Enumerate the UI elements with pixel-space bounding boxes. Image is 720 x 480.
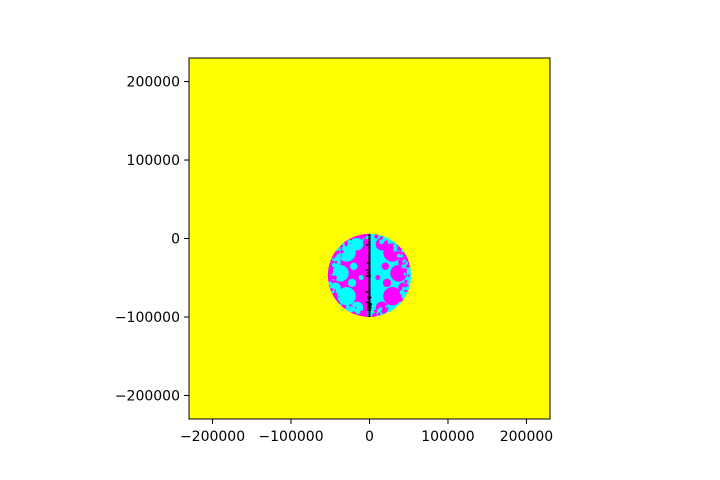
disc-region — [358, 274, 364, 280]
disc-region — [340, 244, 343, 248]
x-tick-label: 0 — [365, 429, 374, 445]
disc-region — [328, 271, 332, 275]
disc-region — [407, 274, 410, 277]
y-tick-label: 0 — [171, 232, 180, 248]
disc-region — [338, 297, 341, 300]
disc-region — [347, 278, 357, 288]
disc-region — [327, 273, 331, 277]
disc-region — [349, 262, 358, 270]
disc-region — [367, 296, 372, 299]
disc-region — [361, 239, 364, 242]
disc-region — [331, 263, 336, 267]
disc-region — [343, 247, 347, 251]
disc-region — [379, 307, 383, 311]
disc-region — [358, 236, 361, 239]
disc-region — [405, 276, 407, 279]
x-tick-label: −100000 — [258, 429, 323, 445]
disc-region — [365, 301, 371, 303]
disc-region — [367, 303, 373, 305]
disc-region — [385, 305, 388, 308]
x-tick-label: −200000 — [180, 429, 245, 445]
disc-region — [401, 283, 406, 287]
fractal-disc — [327, 233, 412, 317]
disc-region — [332, 278, 335, 281]
disc-region — [396, 296, 398, 299]
disc-region — [366, 271, 370, 274]
disc-region — [405, 286, 410, 291]
disc-region — [397, 300, 400, 303]
disc-region — [328, 281, 332, 286]
disc-region — [350, 301, 364, 315]
disc-region — [403, 272, 407, 276]
disc-region — [349, 306, 354, 311]
disc-region — [366, 269, 369, 271]
disc-region — [393, 249, 397, 252]
disc-region — [367, 316, 371, 317]
disc-region — [404, 279, 408, 284]
y-tick-label: −200000 — [115, 388, 180, 404]
y-axis: −200000 −100000 0 100000 200000 — [115, 75, 189, 404]
disc-region — [396, 253, 401, 258]
disc-region — [346, 304, 350, 308]
disc-region — [364, 233, 369, 237]
disc-region — [367, 297, 371, 300]
disc-region — [401, 264, 406, 269]
disc-region — [399, 290, 405, 295]
disc-region — [382, 278, 392, 288]
disc-region — [380, 240, 383, 243]
disc-region — [365, 291, 369, 293]
disc-region — [360, 310, 364, 314]
disc-region — [366, 309, 372, 311]
disc-region — [366, 244, 369, 246]
disc-region — [393, 300, 398, 305]
disc-region — [405, 268, 408, 271]
disc-region — [367, 305, 372, 307]
x-tick-label: 100000 — [421, 429, 474, 445]
disc-region — [353, 236, 355, 239]
disc-region — [339, 303, 342, 306]
disc-region — [340, 249, 344, 254]
x-axis: −200000 −100000 0 100000 200000 — [180, 419, 553, 445]
y-tick-label: 100000 — [127, 153, 180, 169]
y-tick-label: −100000 — [115, 310, 180, 326]
disc-region — [374, 234, 379, 239]
disc-region — [344, 243, 348, 247]
plot-area — [189, 58, 550, 419]
disc-region — [390, 264, 407, 282]
disc-region — [383, 243, 402, 262]
disc-region — [347, 239, 352, 244]
disc-region — [360, 237, 362, 239]
disc-region — [362, 235, 366, 239]
x-tick-label: 200000 — [500, 429, 553, 445]
disc-region — [339, 254, 342, 256]
disc-region — [366, 262, 370, 264]
disc-region — [329, 268, 333, 272]
disc-region — [406, 264, 410, 268]
disc-region — [394, 298, 396, 301]
disc-region — [341, 299, 346, 305]
disc-region — [334, 295, 338, 300]
disc-region — [402, 252, 405, 255]
disc-region — [339, 294, 344, 299]
disc-region — [354, 306, 357, 309]
disc-region — [375, 274, 381, 280]
disc-region — [399, 257, 402, 260]
disc-region — [366, 307, 372, 309]
disc-region — [381, 262, 390, 270]
disc-region — [409, 274, 412, 277]
disc-region — [403, 254, 408, 259]
disc-region — [379, 312, 383, 315]
disc-region — [332, 258, 335, 261]
disc-region — [351, 238, 357, 243]
disc-region — [337, 292, 341, 295]
y-tick-label: 200000 — [127, 75, 180, 91]
disc-region — [334, 289, 337, 292]
disc-region — [402, 286, 406, 291]
disc-region — [366, 275, 371, 277]
disc-region — [373, 309, 378, 313]
disc-region — [334, 260, 338, 264]
